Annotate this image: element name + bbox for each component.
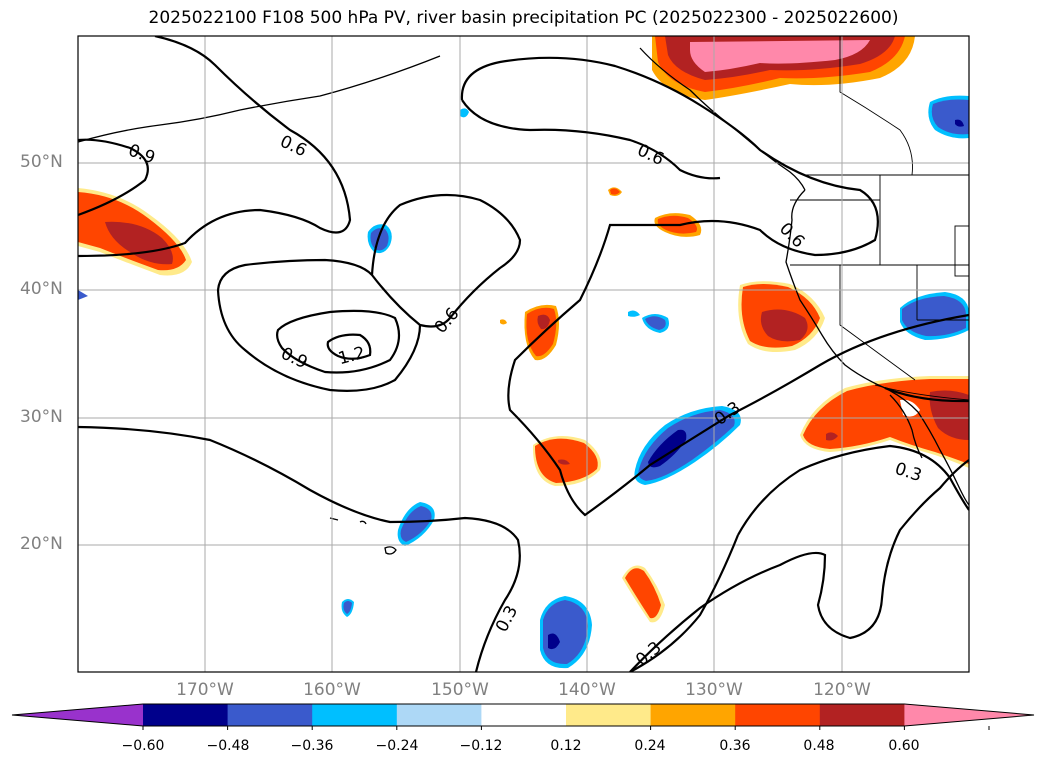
colorbar-bin	[481, 704, 567, 726]
contour-label: 0.6	[277, 132, 310, 162]
lat-label: 40°N	[20, 279, 63, 299]
coastlines	[78, 47, 969, 555]
lon-label: 130°W	[685, 680, 743, 700]
colorbar-bin	[735, 704, 821, 726]
colorbar-bin	[312, 704, 398, 726]
colorbar-tick-label: 0.48	[803, 738, 835, 754]
colorbar-tick-label: −0.24	[375, 738, 419, 754]
lat-label: 30°N	[20, 407, 63, 427]
colorbar-extend-under	[12, 704, 143, 726]
contour-label: 0.3	[492, 602, 522, 635]
lon-label: 160°W	[303, 680, 361, 700]
lon-label: 150°W	[431, 680, 489, 700]
colorbar-bin	[566, 704, 652, 726]
lon-label: 170°W	[176, 680, 234, 700]
colorbar-tick-label: 0.24	[634, 738, 666, 754]
map-area: 0.9 0.6 0.6 0.6 0.6 0.9 1.2 0.3 0.3 0.3 …	[78, 36, 969, 672]
map-frame	[77, 35, 970, 673]
colorbar	[11, 703, 1035, 730]
colorbar-tick-label: −0.48	[206, 738, 250, 754]
precip-fields	[78, 36, 969, 669]
lon-label: 120°W	[813, 680, 871, 700]
lon-label: 140°W	[558, 680, 616, 700]
colorbar-tick-label: −0.12	[459, 738, 503, 754]
contour-labels: 0.9 0.6 0.6 0.6 0.6 0.9 1.2 0.3 0.3 0.3 …	[125, 132, 924, 671]
colorbar-tick-label: 0.12	[550, 738, 582, 754]
gridlines	[78, 36, 969, 672]
colorbar-bin	[819, 704, 905, 726]
colorbar-tick-label: −0.36	[290, 738, 334, 754]
contour-label: 0.6	[634, 140, 667, 170]
contour-label: 0.3	[892, 459, 924, 486]
contour-label: 0.6	[775, 219, 808, 252]
colorbar-bin	[650, 704, 736, 726]
colorbar-extend-over	[904, 704, 1034, 726]
contour-label: 0.9	[125, 140, 157, 168]
colorbar-bin	[227, 704, 313, 726]
pv-contours	[78, 36, 969, 672]
lat-label: 50°N	[20, 152, 63, 172]
country-borders	[790, 36, 969, 401]
colorbar-tick-label: −0.60	[121, 738, 165, 754]
colorbar-bin	[396, 704, 482, 726]
colorbar-tick-label: 0.60	[888, 738, 920, 754]
colorbar-tick-label: 0.36	[719, 738, 751, 754]
page-title: 2025022100 F108 500 hPa PV, river basin …	[148, 8, 899, 28]
lat-label: 20°N	[20, 534, 63, 554]
contour-label: 1.2	[336, 343, 367, 369]
colorbar-bin	[143, 704, 229, 726]
